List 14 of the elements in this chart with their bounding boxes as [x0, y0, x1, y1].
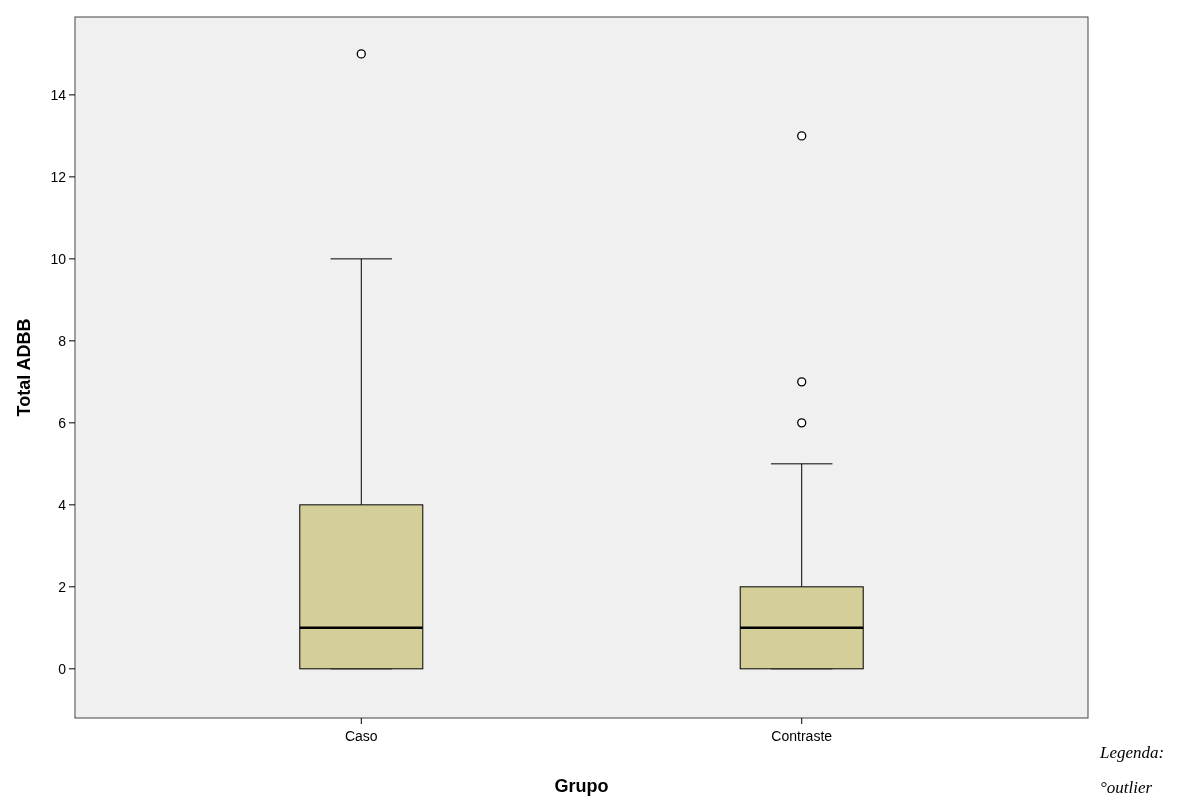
- y-tick-label: 10: [50, 250, 67, 267]
- x-tick-label: Contraste: [771, 728, 833, 744]
- y-tick-label: 4: [58, 496, 67, 513]
- y-tick-label: 6: [58, 414, 67, 431]
- y-tick-label: 14: [50, 86, 67, 103]
- y-axis-title: Total ADBB: [14, 318, 34, 417]
- text: Legenda:: [1099, 743, 1165, 762]
- x-axis-title: Grupo: [554, 776, 609, 796]
- y-tick-label: 8: [58, 332, 67, 349]
- y-tick-label: 0: [58, 660, 67, 677]
- text: °outlier: [1100, 778, 1153, 797]
- x-tick-label: Caso: [344, 728, 378, 744]
- y-tick-label: 2: [58, 578, 67, 595]
- y-tick-label: 12: [50, 168, 67, 185]
